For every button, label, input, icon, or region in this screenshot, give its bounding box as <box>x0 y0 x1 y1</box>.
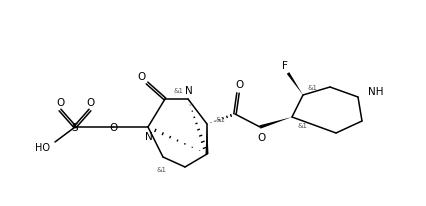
Text: O: O <box>235 80 243 90</box>
Text: HO: HO <box>35 142 49 152</box>
Polygon shape <box>287 73 303 96</box>
Text: &1: &1 <box>308 85 318 91</box>
Text: F: F <box>282 61 288 71</box>
Text: O: O <box>86 97 94 108</box>
Polygon shape <box>205 124 208 154</box>
Text: N: N <box>145 131 153 141</box>
Text: O: O <box>258 132 266 142</box>
Text: NH: NH <box>368 87 383 97</box>
Text: &1: &1 <box>297 122 307 128</box>
Text: N: N <box>185 85 193 96</box>
Text: &1: &1 <box>156 166 166 172</box>
Text: &1: &1 <box>173 88 183 94</box>
Polygon shape <box>259 117 292 129</box>
Text: S: S <box>72 122 78 132</box>
Text: &1: &1 <box>215 116 225 122</box>
Text: O: O <box>137 72 145 82</box>
Text: O: O <box>109 122 117 132</box>
Text: O: O <box>56 97 64 108</box>
